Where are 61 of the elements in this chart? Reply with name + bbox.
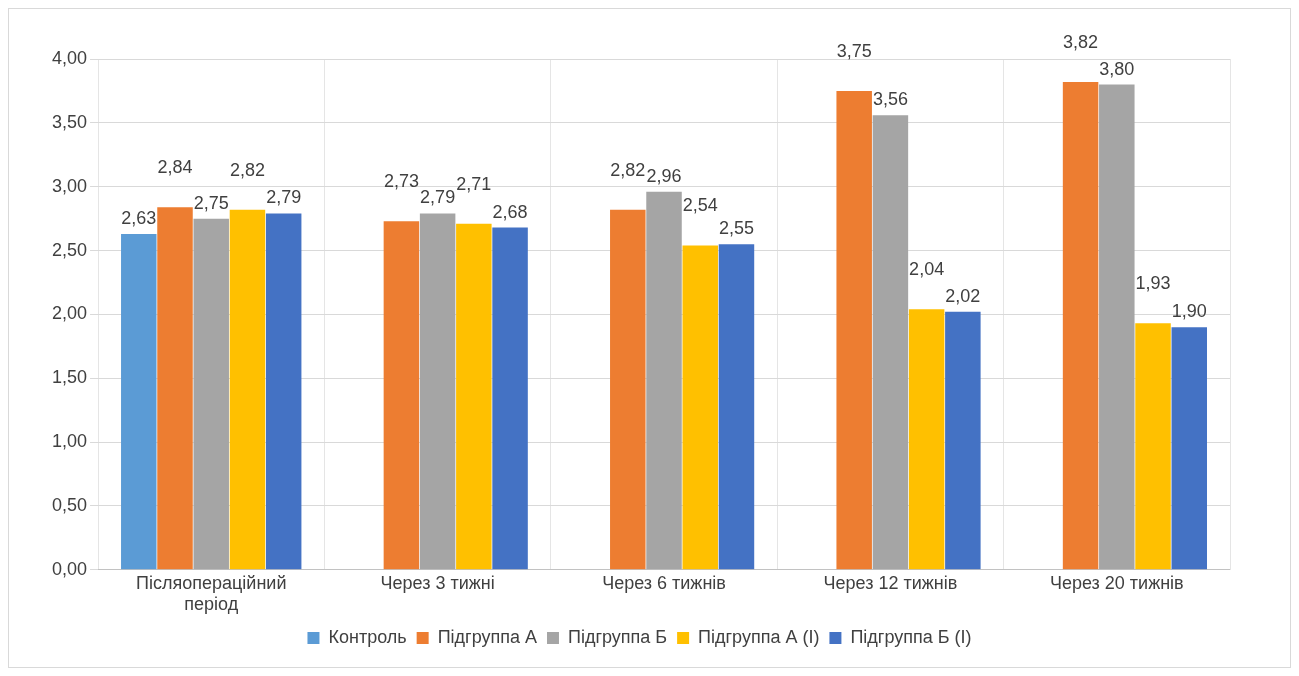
data-label: 3,75: [836, 40, 872, 61]
bar: [229, 209, 266, 570]
data-label: 3,56: [872, 89, 908, 110]
x-tick-label: Через 3 тижні: [380, 572, 495, 593]
y-tick-label: 1,50: [51, 367, 88, 388]
bar: [157, 207, 193, 570]
data-label: 3,82: [1063, 31, 1099, 52]
data-label: 2,79: [266, 187, 302, 208]
bar: [193, 218, 229, 570]
legend-label: Підгруппа Б (І): [850, 626, 972, 647]
bar: [265, 213, 302, 570]
bar: [610, 209, 646, 570]
y-tick-label: 3,50: [51, 111, 88, 132]
data-label: 2,73: [383, 171, 419, 192]
bar: [1062, 81, 1099, 570]
data-label: 2,63: [121, 207, 157, 228]
data-label: 2,82: [229, 159, 265, 180]
legend-label: Підгруппа А: [437, 626, 537, 647]
data-label: 1,90: [1171, 301, 1207, 322]
bar: [836, 90, 872, 570]
legend-label: Підгруппа А (І): [698, 626, 820, 647]
bar: [383, 221, 420, 570]
bar: [718, 244, 755, 570]
bar: [492, 227, 528, 570]
data-label: 1,93: [1135, 273, 1171, 294]
legend-label: Підгруппа Б: [567, 626, 668, 647]
x-tick-label: Післяопераційний період: [136, 572, 287, 615]
y-tick-label: 2,00: [51, 303, 88, 324]
y-tick-label: 1,00: [51, 431, 88, 452]
x-tick-label: Через 6 тижнів: [602, 572, 726, 593]
y-tick-label: 0,00: [51, 558, 88, 579]
data-label: 2,55: [718, 218, 754, 239]
bar: [121, 233, 157, 570]
bar: [1171, 327, 1207, 570]
y-tick-label: 0,50: [51, 494, 88, 515]
data-label: 2,54: [682, 195, 718, 216]
data-label: 2,02: [945, 285, 981, 306]
bar: [419, 213, 456, 570]
bar: [456, 223, 492, 570]
bar: [945, 311, 981, 570]
bar: [1099, 84, 1135, 570]
legend-label: Контроль: [328, 626, 407, 647]
bar: [872, 115, 909, 570]
x-tick-label: Через 12 тижнів: [823, 572, 958, 593]
y-tick-label: 3,00: [51, 175, 88, 196]
bar: [908, 309, 945, 570]
data-label: 2,96: [646, 165, 682, 186]
data-label: 2,82: [610, 159, 646, 180]
data-label: 2,71: [456, 173, 492, 194]
data-label: 3,80: [1099, 58, 1135, 79]
bar: [682, 245, 718, 570]
data-label: 2,68: [492, 201, 528, 222]
bar: [1135, 323, 1171, 570]
x-tick-label: Через 20 тижнів: [1049, 572, 1184, 593]
data-label: 2,75: [193, 192, 229, 213]
data-label: 2,04: [909, 259, 945, 280]
data-label: 2,84: [157, 157, 193, 178]
bar: [646, 191, 682, 570]
y-tick-label: 2,50: [51, 239, 88, 260]
y-tick-label: 4,00: [51, 47, 88, 68]
data-label: 2,79: [420, 187, 456, 208]
